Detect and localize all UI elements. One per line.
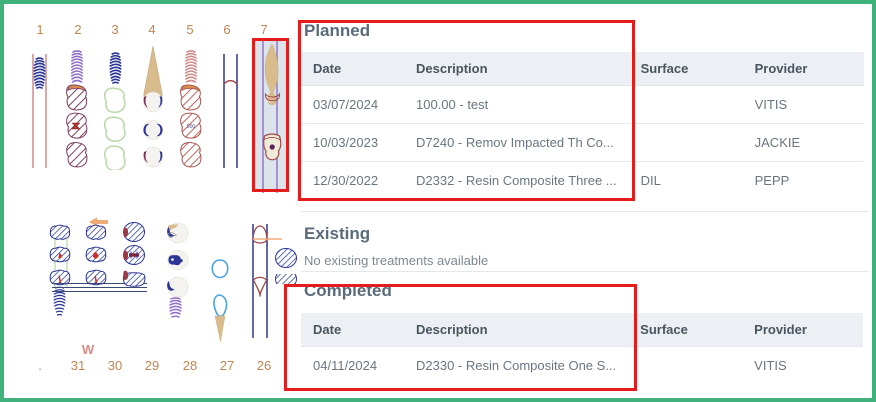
svg-text:31: 31 xyxy=(71,358,85,373)
svg-text:27: 27 xyxy=(220,358,234,373)
svg-text:2: 2 xyxy=(74,22,81,37)
svg-text:28: 28 xyxy=(183,358,197,373)
svg-text:500: 500 xyxy=(187,124,196,130)
svg-text:30: 30 xyxy=(108,358,122,373)
svg-text:.: . xyxy=(38,358,42,373)
svg-text:7: 7 xyxy=(260,22,267,37)
svg-text:29: 29 xyxy=(145,358,159,373)
svg-text:26: 26 xyxy=(257,358,271,373)
svg-text:4: 4 xyxy=(148,22,155,37)
svg-text:6: 6 xyxy=(223,22,230,37)
svg-text:3: 3 xyxy=(111,22,118,37)
svg-text:1: 1 xyxy=(36,22,43,37)
svg-text:5: 5 xyxy=(186,22,193,37)
